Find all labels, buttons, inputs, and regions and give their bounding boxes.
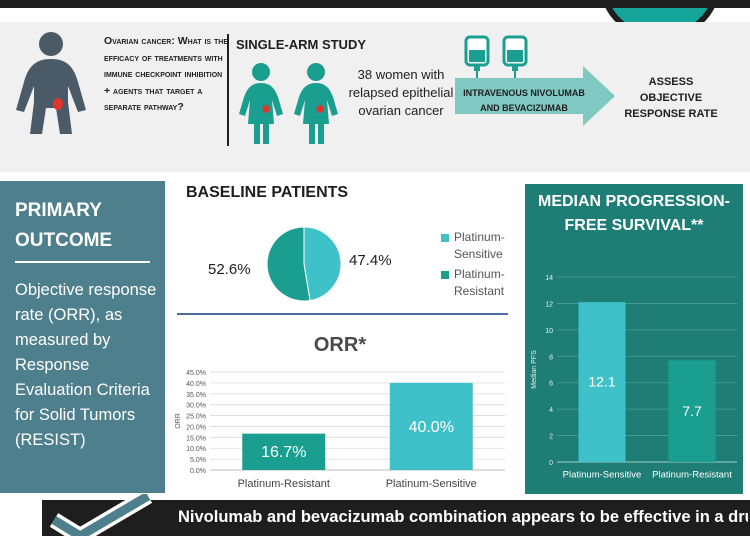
y-tick-label: 35.0% xyxy=(186,392,206,399)
x-category-label: Platinum-Resistant xyxy=(652,470,732,481)
pie-slice-platinum-sensitive xyxy=(303,226,342,302)
y-tick-label: 8 xyxy=(549,354,553,361)
x-category-label: Platinum-Sensitive xyxy=(563,470,642,481)
bar-platinum-resistant xyxy=(242,433,326,470)
section-rule xyxy=(177,313,508,315)
legend-swatch-sensitive xyxy=(441,234,449,242)
top-dark-bar xyxy=(0,0,750,8)
pfs-title: MEDIAN PROGRESSION-FREE SURVIVAL** xyxy=(537,193,730,234)
y-tick-label: 6 xyxy=(549,381,553,388)
legend-item-resistant: Platinum-Resistant xyxy=(441,266,523,300)
baseline-pie-chart xyxy=(266,226,342,302)
legend-swatch-resistant xyxy=(441,271,449,279)
pie-label-sensitive: 47.4% xyxy=(349,252,392,269)
y-tick-label: 15.0% xyxy=(186,435,206,442)
y-tick-label: 45.0% xyxy=(186,370,206,377)
assess-outcome: ASSESS OBJECTIVE RESPONSE RATE xyxy=(624,76,718,120)
study-header xyxy=(0,22,750,172)
pie-label-resistant: 52.6% xyxy=(208,261,251,278)
primary-outcome-title: PRIMARY OUTCOME xyxy=(15,200,113,251)
x-category-label: Platinum-Resistant xyxy=(238,478,330,490)
bar-platinum-resistant xyxy=(668,360,716,462)
header-divider xyxy=(227,34,229,146)
study-population: 38 women with relapsed epithelial ovaria… xyxy=(348,67,454,118)
y-tick-label: 12 xyxy=(545,301,553,308)
treatment-arrow xyxy=(455,66,615,126)
y-tick-label: 0 xyxy=(549,460,553,467)
orr-bar-chart: 0.0% 5.0% 10.0% 15.0% 20.0% 25.0% 30.0% 35.0% 40… xyxy=(175,370,505,490)
x-category-label: Platinum-Sensitive xyxy=(386,478,477,490)
y-tick-label: 5.0% xyxy=(190,457,206,464)
legend-item-sensitive: Platinum-Sensitive xyxy=(441,229,523,263)
bar-value-label: 16.7% xyxy=(261,444,306,461)
y-tick-label: 40.0% xyxy=(186,381,206,388)
pie-legend: Platinum-Sensitive Platinum-Resistant xyxy=(441,229,523,303)
y-tick-label: 10 xyxy=(545,328,553,335)
study-title: SINGLE-ARM STUDY xyxy=(236,37,366,52)
y-tick-label: 14 xyxy=(545,275,553,282)
y-tick-label: 30.0% xyxy=(186,403,206,410)
bar-value-label: 40.0% xyxy=(409,419,454,436)
woman-icon xyxy=(16,32,86,134)
primary-outcome-rule xyxy=(15,261,150,263)
y-axis-label: ORR xyxy=(175,413,182,429)
legend-label-resistant: Platinum-Resistant xyxy=(454,267,505,298)
primary-outcome-panel xyxy=(0,181,165,493)
y-tick-label: 10.0% xyxy=(186,446,206,453)
y-tick-label: 25.0% xyxy=(186,414,206,421)
conclusion-band xyxy=(42,500,750,536)
treatment-label: INTRAVENOUS NIVOLUMAB AND BEVACIZUMAB xyxy=(463,88,585,113)
y-tick-label: 4 xyxy=(549,407,553,414)
baseline-title: BASELINE PATIENTS xyxy=(186,184,349,201)
iv-bag-icon xyxy=(464,35,528,78)
pie-slice-platinum-resistant xyxy=(266,226,311,302)
y-axis-label: Median PFS xyxy=(531,350,538,389)
legend-label-sensitive: Platinum-Sensitive xyxy=(454,230,505,261)
bar-platinum-sensitive xyxy=(578,302,626,462)
bar-value-label: 7.7 xyxy=(682,403,702,419)
research-question: Ovarian cancer: What is the efficacy of … xyxy=(104,35,228,113)
primary-outcome-description: Objective response rate (ORR), as measur… xyxy=(15,281,157,449)
two-girls-icon xyxy=(239,63,338,144)
bar-platinum-sensitive xyxy=(389,382,473,470)
y-tick-label: 0.0% xyxy=(190,468,206,475)
bar-value-label: 12.1 xyxy=(588,374,615,390)
checkmark-icon xyxy=(50,494,153,536)
conclusion-text: Nivolumab and bevacizumab combination ap… xyxy=(178,508,748,526)
y-tick-label: 2 xyxy=(549,434,553,441)
pfs-bar-chart: 0 2 4 6 8 10 12 14 Median PFS 12.1 Platinum-Sensit… xyxy=(531,275,737,481)
y-tick-label: 20.0% xyxy=(186,424,206,431)
orr-title: ORR* xyxy=(313,334,367,356)
